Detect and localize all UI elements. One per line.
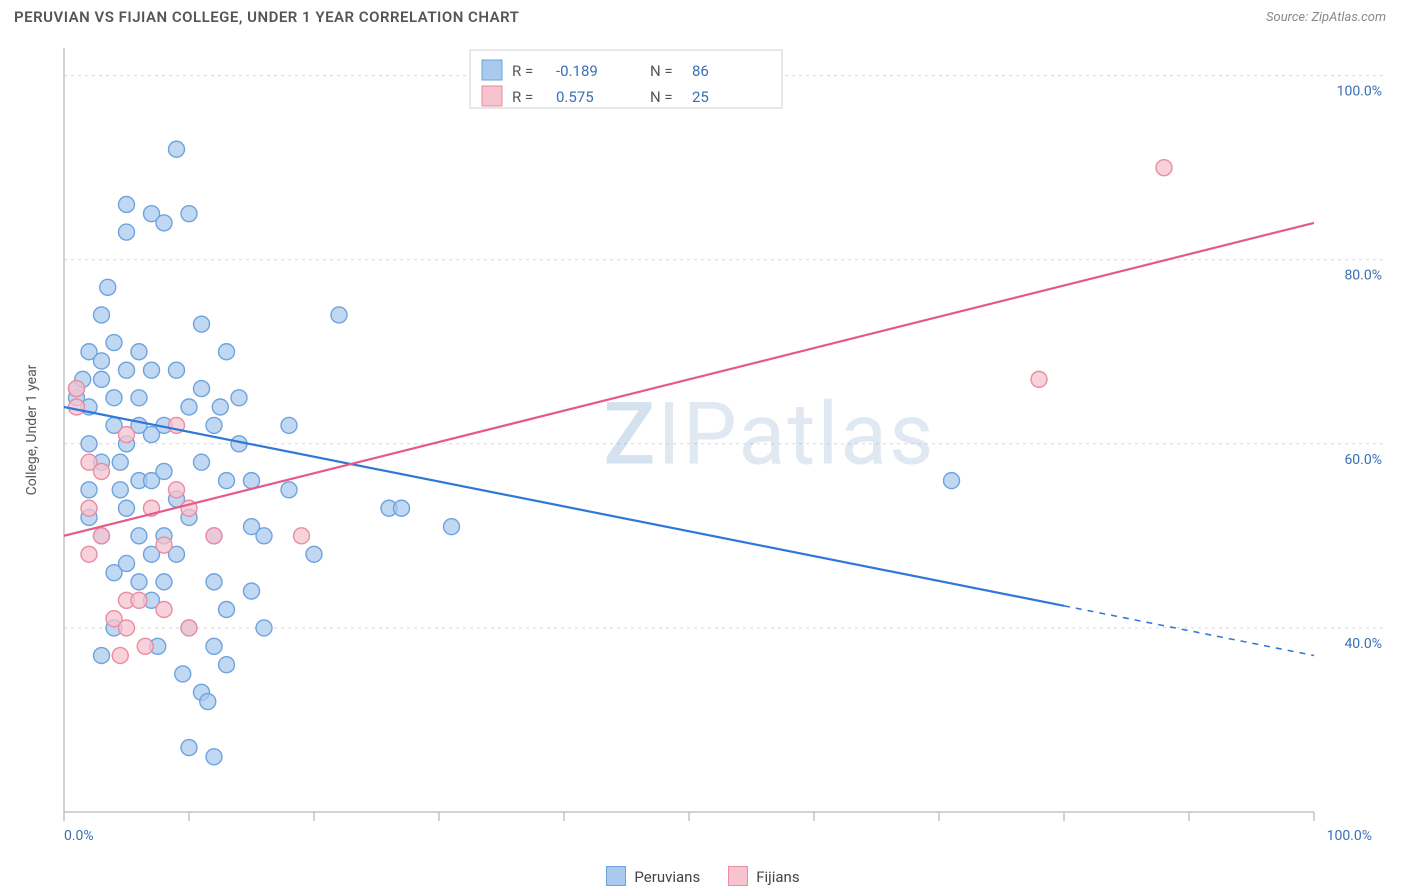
bottom-legend: Peruvians Fijians bbox=[0, 866, 1406, 886]
svg-text:100.0%: 100.0% bbox=[1337, 84, 1382, 100]
svg-text:-0.189: -0.189 bbox=[556, 62, 598, 80]
scatter-chart: 40.0% 60.0% 80.0% 100.0% 0.0% 100.0% College, … bbox=[14, 42, 1392, 846]
svg-text:0.575: 0.575 bbox=[556, 88, 594, 106]
legend-swatch-fijians bbox=[728, 866, 748, 886]
chart-container: ZIPatlas 40.0%60.0%80.0%100.0%0.0%100.0%… bbox=[14, 42, 1392, 846]
legend-label-fijians: Fijians bbox=[756, 868, 799, 886]
svg-text:R =: R = bbox=[512, 88, 533, 106]
svg-text:N =: N = bbox=[650, 88, 673, 106]
svg-text:College, Under 1 year: College, Under 1 year bbox=[24, 364, 40, 495]
svg-text:80.0%: 80.0% bbox=[1344, 268, 1382, 284]
source-name: ZipAtlas.com bbox=[1311, 10, 1386, 25]
svg-text:R =: R = bbox=[512, 62, 533, 80]
chart-title: PERUVIAN VS FIJIAN COLLEGE, UNDER 1 YEAR… bbox=[14, 8, 519, 26]
svg-text:0.0%: 0.0% bbox=[64, 828, 94, 844]
svg-text:100.0%: 100.0% bbox=[1327, 828, 1372, 844]
source-prefix: Source: bbox=[1266, 10, 1311, 25]
legend-label-peruvians: Peruvians bbox=[634, 868, 700, 886]
svg-text:40.0%: 40.0% bbox=[1344, 636, 1382, 652]
legend-item-fijians: Fijians bbox=[728, 866, 799, 886]
legend-item-peruvians: Peruvians bbox=[606, 866, 700, 886]
legend-swatch-peruvians bbox=[606, 866, 626, 886]
svg-text:86: 86 bbox=[692, 62, 709, 80]
svg-text:25: 25 bbox=[692, 88, 709, 106]
svg-text:N =: N = bbox=[650, 62, 673, 80]
svg-text:60.0%: 60.0% bbox=[1344, 452, 1382, 468]
source-attribution: Source: ZipAtlas.com bbox=[1266, 10, 1386, 25]
